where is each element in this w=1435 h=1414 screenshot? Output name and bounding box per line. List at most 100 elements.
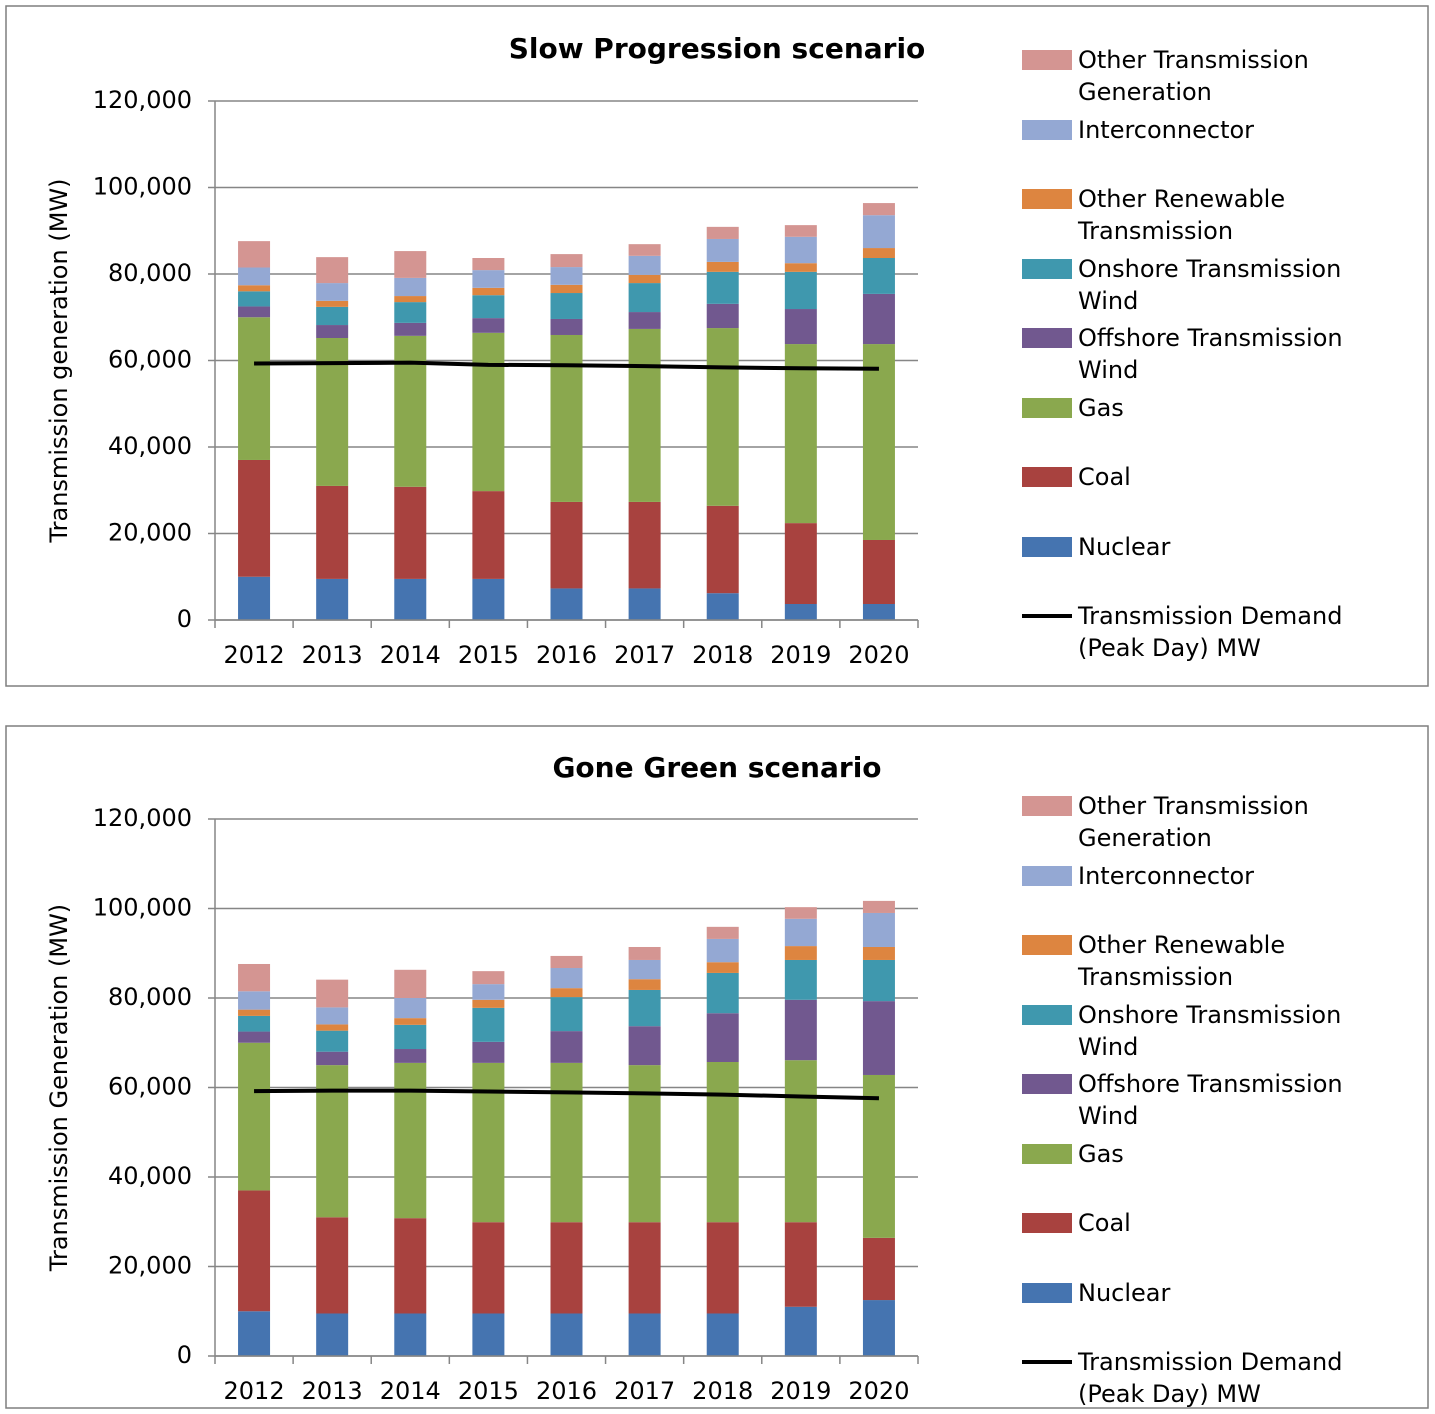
bar-segment (550, 968, 583, 989)
bar-segment (550, 318, 583, 335)
bar-segment (394, 251, 427, 278)
bar-segment (628, 946, 661, 960)
bar-segment (550, 1031, 583, 1063)
bar-segment (316, 283, 349, 301)
bar-segment (472, 578, 505, 620)
bar-segment (628, 1222, 661, 1314)
bar-segment (706, 972, 739, 1014)
bar-segment (394, 1218, 427, 1314)
legend-item: Offshore Transmission Wind (1022, 1068, 1383, 1132)
bar-segment (472, 332, 505, 492)
bar-segment (784, 1306, 817, 1356)
demand-line (254, 1088, 879, 1101)
legend-swatch (1022, 189, 1072, 209)
bar-segment (784, 236, 817, 264)
bar-segment (472, 287, 505, 296)
x-tick-label: 2020 (848, 641, 909, 669)
bar-segment (238, 963, 271, 992)
bar-segment (238, 306, 271, 318)
legend-label: Onshore Transmission Wind (1078, 1000, 1342, 1061)
bar-segment (472, 491, 505, 579)
bar-segment (394, 1024, 427, 1050)
legend-swatch (1022, 536, 1072, 557)
bar-segment (238, 285, 271, 292)
bar-segment (394, 296, 427, 303)
y-tick-label: 40,000 (108, 1162, 192, 1190)
legend-item: Offshore Transmission Wind (1022, 322, 1383, 386)
x-tick-label: 2013 (302, 1377, 363, 1405)
bar-segment (472, 1007, 505, 1042)
bar-segment (784, 959, 817, 1000)
bar-segment (862, 1300, 895, 1356)
legend-label: Coal (1078, 463, 1131, 491)
bar-segment (628, 588, 661, 620)
x-tick-label: 2017 (614, 641, 675, 669)
bar-segment (784, 523, 817, 604)
legend-swatch (1022, 258, 1072, 279)
bar-segment (706, 271, 739, 304)
bar-segment (628, 1026, 661, 1066)
bar-segment (550, 284, 583, 294)
legend-item: Coal (1022, 1207, 1383, 1239)
bar-segment (316, 1024, 349, 1031)
bar-segment (316, 578, 349, 620)
legend-item: Other Renewable Transmission (1022, 929, 1383, 993)
legend-item: Coal (1022, 461, 1383, 493)
bar-segment (706, 238, 739, 262)
legend-label: Gas (1078, 1139, 1124, 1168)
bar-segment (238, 1031, 271, 1043)
bar-segment (628, 959, 661, 980)
bar-segment (628, 979, 661, 990)
x-tick-label: 2013 (302, 641, 363, 669)
legend-swatch (1022, 1346, 1072, 1378)
bar-segment (394, 1313, 427, 1356)
bar-segment (238, 1190, 271, 1312)
x-tick-label: 2019 (770, 1377, 831, 1405)
bar-segment (472, 270, 505, 288)
bar-segment (316, 1007, 349, 1025)
bar-segment (784, 309, 817, 345)
bar-segment (316, 979, 349, 1008)
legend-label: Gas (1078, 393, 1124, 422)
legend-item: Transmission Demand (Peak Day) MW (1022, 600, 1383, 664)
x-tick-label: 2014 (380, 641, 441, 669)
bar-segment (472, 1041, 505, 1063)
bar-segment (472, 971, 505, 985)
bar-segment (238, 317, 271, 460)
bar-segment (862, 1237, 895, 1301)
bar-segment (550, 988, 583, 998)
bar-segment (550, 1222, 583, 1314)
x-tick-label: 2014 (380, 1377, 441, 1405)
bar-segment (550, 334, 583, 502)
y-tick-label: 0 (177, 605, 192, 633)
bar-segment (784, 999, 817, 1061)
x-tick-label: 2018 (692, 641, 753, 669)
legend-label: Offshore Transmission Wind (1078, 1070, 1343, 1130)
y-tick-label: 80,000 (108, 259, 192, 287)
legend-label: Transmission Demand (Peak Day) MW (1078, 602, 1343, 662)
bar-segment (706, 938, 739, 963)
bar-segment (472, 318, 505, 333)
legend-label: Onshore Transmission Wind (1078, 254, 1342, 315)
bar-segment (316, 1217, 349, 1314)
bar-segment (862, 293, 895, 345)
bar-segment (550, 1313, 583, 1356)
x-tick-label: 2018 (692, 1377, 753, 1405)
y-tick-label: 60,000 (108, 346, 192, 374)
legend-item: Gas (1022, 1138, 1383, 1170)
bar-segment (238, 1042, 271, 1191)
bar-segment (706, 303, 739, 329)
legend-item: Other Transmission Generation (1022, 44, 1383, 108)
bar-segment (550, 955, 583, 969)
y-tick-label: 120,000 (93, 804, 192, 832)
bar-segment (550, 267, 583, 285)
bar-segment (316, 1313, 349, 1356)
demand-line (254, 360, 879, 371)
bar-segment (316, 1065, 349, 1218)
legend-swatch (1022, 467, 1072, 487)
y-tick-label: 80,000 (108, 983, 192, 1011)
x-tick-label: 2012 (224, 1377, 285, 1405)
chart-title: Slow Progression scenario (509, 32, 926, 65)
y-tick-label: 100,000 (93, 894, 192, 922)
bar-segment (238, 291, 271, 307)
